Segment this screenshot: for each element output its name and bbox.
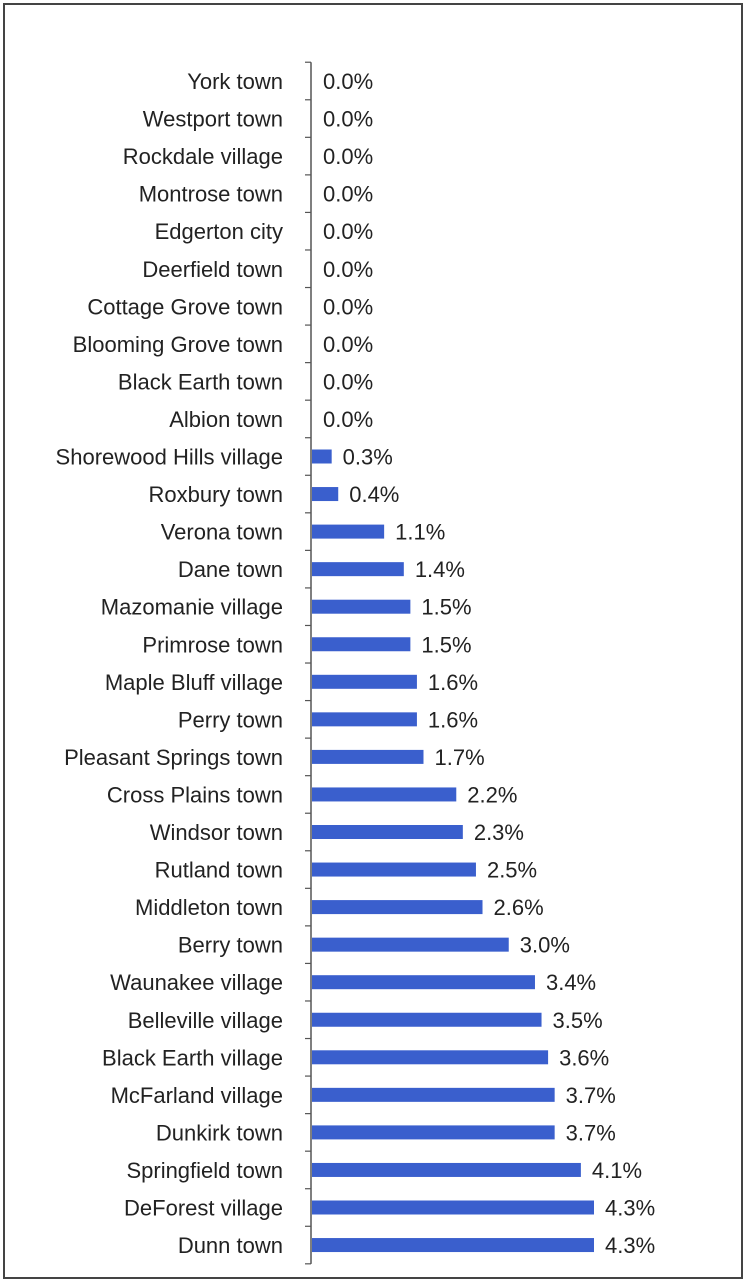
bar xyxy=(312,937,509,952)
bar xyxy=(312,562,404,577)
data-label: 3.5% xyxy=(553,1008,603,1033)
category-label: DeForest village xyxy=(124,1196,283,1221)
category-label: McFarland village xyxy=(111,1083,283,1108)
data-label: 0.0% xyxy=(323,294,373,319)
data-label: 0.0% xyxy=(323,332,373,357)
data-label: 1.5% xyxy=(421,595,471,620)
data-label: 1.4% xyxy=(415,557,465,582)
data-label: 4.3% xyxy=(605,1196,655,1221)
data-label: 0.3% xyxy=(343,445,393,470)
bar xyxy=(312,712,417,727)
bar xyxy=(312,975,535,990)
category-label: Berry town xyxy=(178,933,283,958)
category-label: Roxbury town xyxy=(148,482,283,507)
bar xyxy=(312,674,417,689)
category-label: Westport town xyxy=(143,107,283,132)
data-label: 1.1% xyxy=(395,520,445,545)
category-label: York town xyxy=(187,69,283,94)
bar xyxy=(312,1125,555,1140)
data-label: 0.0% xyxy=(323,219,373,244)
data-label: 3.7% xyxy=(566,1120,616,1145)
data-label: 0.4% xyxy=(349,482,399,507)
data-label: 0.0% xyxy=(323,257,373,282)
bar xyxy=(312,487,339,502)
bar xyxy=(312,1087,555,1102)
category-label: Waunakee village xyxy=(110,970,283,995)
category-label: Deerfield town xyxy=(142,257,283,282)
bar xyxy=(312,862,476,877)
data-label: 2.2% xyxy=(467,782,517,807)
category-label: Rutland town xyxy=(155,858,283,883)
bar xyxy=(312,449,332,464)
bar xyxy=(312,637,411,652)
category-label: Edgerton city xyxy=(155,219,283,244)
category-label: Cross Plains town xyxy=(107,782,283,807)
bar xyxy=(312,1200,594,1215)
category-label: Dane town xyxy=(178,557,283,582)
category-label: Dunn town xyxy=(178,1233,283,1258)
category-label: Maple Bluff village xyxy=(105,670,283,695)
data-label: 3.7% xyxy=(566,1083,616,1108)
data-label: 0.0% xyxy=(323,182,373,207)
data-label: 0.0% xyxy=(323,107,373,132)
category-label: Black Earth town xyxy=(118,369,283,394)
data-label: 0.0% xyxy=(323,144,373,169)
bar xyxy=(312,749,424,764)
data-label: 2.6% xyxy=(494,895,544,920)
data-label: 3.4% xyxy=(546,970,596,995)
bar xyxy=(312,599,411,614)
data-label: 4.3% xyxy=(605,1233,655,1258)
category-label: Black Earth village xyxy=(102,1045,283,1070)
data-label: 0.0% xyxy=(323,369,373,394)
data-label: 2.5% xyxy=(487,858,537,883)
data-label: 4.1% xyxy=(592,1158,642,1183)
category-label: Perry town xyxy=(178,707,283,732)
category-label: Middleton town xyxy=(135,895,283,920)
category-label: Dunkirk town xyxy=(156,1120,283,1145)
bar xyxy=(312,1162,581,1177)
data-label: 1.7% xyxy=(434,745,484,770)
category-label: Rockdale village xyxy=(123,144,283,169)
category-label: Primrose town xyxy=(142,632,283,657)
bar xyxy=(312,1050,549,1065)
category-label: Belleville village xyxy=(128,1008,283,1033)
category-label: Windsor town xyxy=(150,820,283,845)
category-label: Pleasant Springs town xyxy=(64,745,283,770)
data-label: 3.0% xyxy=(520,933,570,958)
bar xyxy=(312,825,463,839)
data-label: 2.3% xyxy=(474,820,524,845)
data-label: 1.5% xyxy=(421,632,471,657)
bar xyxy=(312,900,483,915)
data-label: 3.6% xyxy=(559,1045,609,1070)
bar xyxy=(312,524,385,539)
category-label: Shorewood Hills village xyxy=(56,445,283,470)
category-label: Montrose town xyxy=(139,182,283,207)
category-label: Blooming Grove town xyxy=(73,332,283,357)
data-label: 1.6% xyxy=(428,670,478,695)
bar xyxy=(312,1012,542,1027)
category-label: Albion town xyxy=(169,407,283,432)
bar xyxy=(312,1238,594,1253)
data-label: 0.0% xyxy=(323,407,373,432)
category-label: Verona town xyxy=(161,520,283,545)
bar xyxy=(312,787,457,802)
data-label: 0.0% xyxy=(323,69,373,94)
category-label: Springfield town xyxy=(126,1158,283,1183)
data-label: 1.6% xyxy=(428,707,478,732)
category-label: Mazomanie village xyxy=(101,595,283,620)
category-label: Cottage Grove town xyxy=(87,294,283,319)
